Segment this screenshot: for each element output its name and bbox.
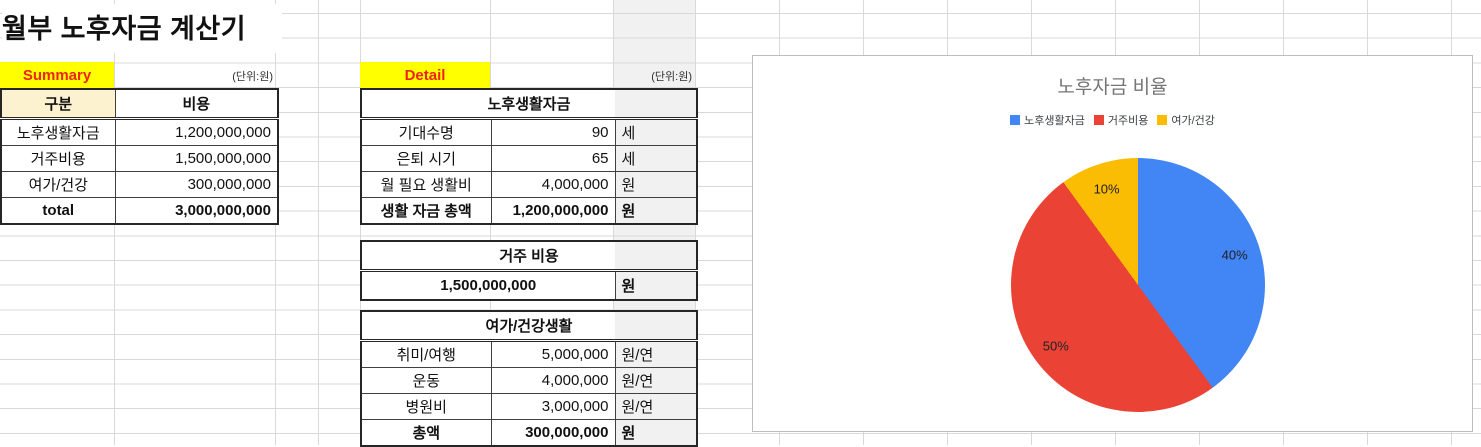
table-row: 월 필요 생활비 4,000,000 원	[360, 171, 698, 198]
table-row: 취미/여행 5,000,000 원/연	[360, 340, 698, 368]
table-row: 거주비용 1,500,000,000	[0, 145, 279, 172]
detail-cell-unit[interactable]: 원/연	[614, 367, 698, 394]
legend-item[interactable]: 여가/건강	[1157, 112, 1215, 128]
table-row: 운동 4,000,000 원/연	[360, 367, 698, 394]
table-row: 노후생활자금	[360, 88, 698, 120]
pie-chart[interactable]	[1011, 158, 1265, 412]
detail-cell-unit[interactable]: 원	[614, 197, 698, 225]
detail-cell-value[interactable]: 4,000,000	[490, 171, 616, 198]
detail-cell-value[interactable]: 65	[490, 145, 616, 172]
legend-label: 노후생활자금	[1024, 115, 1085, 127]
detail-cell-label[interactable]: 기대수명	[360, 118, 492, 146]
summary-cell-value[interactable]: 1,500,000,000	[114, 145, 279, 172]
detail-cell-unit[interactable]: 원/연	[614, 393, 698, 420]
table-row: 은퇴 시기 65 세	[360, 145, 698, 172]
detail-leisure-table: 여가/건강생활 취미/여행 5,000,000 원/연 운동 4,000,000…	[360, 310, 698, 447]
detail-unit-note: (단위:원)	[651, 71, 692, 83]
table-row: 여가/건강 300,000,000	[0, 171, 279, 198]
legend-swatch-blue	[1010, 115, 1021, 125]
detail-cell-label[interactable]: 취미/여행	[360, 340, 492, 368]
table-row: 노후생활자금 1,200,000,000	[0, 118, 279, 146]
detail-cell-total-value[interactable]: 1,200,000,000	[490, 197, 616, 225]
summary-table: 구분 비용 노후생활자금 1,200,000,000 거주비용 1,500,00…	[0, 88, 279, 225]
summary-cell-value[interactable]: 300,000,000	[114, 171, 279, 198]
page-title: 월부 노후자금 계산기	[2, 4, 283, 53]
detail-cell-label[interactable]: 병원비	[360, 393, 492, 420]
legend-swatch-yellow	[1157, 115, 1168, 125]
summary-cell-label[interactable]: 거주비용	[0, 145, 116, 172]
pie-chart-panel[interactable]: 노후자금 비율 노후생활자금 거주비용 여가/건강 40% 50% 10%	[752, 55, 1473, 432]
detail-leisure-title[interactable]: 여가/건강생활	[360, 310, 698, 342]
summary-cell-label[interactable]: 여가/건강	[0, 171, 116, 198]
pie-percent-label: 40%	[1221, 247, 1248, 263]
detail-cell-unit[interactable]: 세	[614, 145, 698, 172]
detail-cell-value[interactable]: 4,000,000	[490, 367, 616, 394]
detail-cell-label[interactable]: 월 필요 생활비	[360, 171, 492, 198]
detail-cell-value[interactable]: 3,000,000	[490, 393, 616, 420]
summary-header-category[interactable]: 구분	[0, 88, 116, 120]
legend-swatch-red	[1093, 115, 1104, 125]
table-row: 여가/건강생활	[360, 310, 698, 342]
vertical-gridline	[318, 0, 319, 445]
legend-label: 여가/건강	[1171, 115, 1215, 127]
legend-item[interactable]: 거주비용	[1093, 112, 1149, 128]
pie-percent-label: 10%	[1093, 181, 1120, 197]
detail-cell-unit[interactable]: 원	[614, 171, 698, 198]
detail-cell-value[interactable]: 5,000,000	[490, 340, 616, 368]
detail-housing-unit[interactable]: 원	[614, 270, 698, 301]
detail-life-table: 노후생활자금 기대수명 90 세 은퇴 시기 65 세 월 필요 생활비 4,0…	[360, 88, 699, 225]
detail-cell-label[interactable]: 운동	[360, 367, 492, 394]
detail-life-title[interactable]: 노후생활자금	[360, 88, 698, 120]
table-row: 구분 비용	[0, 88, 279, 120]
summary-cell-total-value[interactable]: 3,000,000,000	[114, 197, 279, 225]
legend-item[interactable]: 노후생활자금	[1010, 112, 1085, 128]
detail-cell-value[interactable]: 90	[490, 118, 616, 146]
detail-cell-unit[interactable]: 세	[614, 118, 698, 146]
detail-cell-total-label[interactable]: 총액	[360, 419, 492, 447]
legend-label: 거주비용	[1107, 115, 1149, 127]
detail-cell-unit[interactable]: 원	[614, 419, 698, 447]
detail-housing-value[interactable]: 1,500,000,000	[360, 270, 616, 301]
summary-header-cost[interactable]: 비용	[114, 88, 279, 120]
table-row: total 3,000,000,000	[0, 197, 279, 225]
detail-cell-total-value[interactable]: 300,000,000	[490, 419, 616, 447]
summary-cell-label[interactable]: 노후생활자금	[0, 118, 116, 146]
summary-tag[interactable]: Summary	[0, 62, 114, 88]
chart-legend: 노후생활자금 거주비용 여가/건강	[753, 112, 1472, 128]
detail-tag[interactable]: Detail	[360, 62, 490, 88]
table-row: 거주 비용	[360, 240, 698, 272]
summary-unit-note: (단위:원)	[232, 71, 273, 83]
summary-cell-total-label[interactable]: total	[0, 197, 116, 225]
chart-title: 노후자금 비율	[1057, 77, 1168, 98]
table-row: 생활 자금 총액 1,200,000,000 원	[360, 197, 698, 225]
table-row: 기대수명 90 세	[360, 118, 698, 146]
summary-cell-value[interactable]: 1,200,000,000	[114, 118, 279, 146]
detail-cell-unit[interactable]: 원/연	[614, 340, 698, 368]
table-row: 1,500,000,000 원	[360, 270, 698, 301]
table-row: 총액 300,000,000 원	[360, 419, 698, 447]
detail-cell-label[interactable]: 은퇴 시기	[360, 145, 492, 172]
detail-housing-table: 거주 비용 1,500,000,000 원	[360, 240, 699, 301]
detail-cell-total-label[interactable]: 생활 자금 총액	[360, 197, 492, 225]
detail-housing-title[interactable]: 거주 비용	[360, 240, 698, 272]
pie-percent-label: 50%	[1042, 338, 1069, 354]
table-row: 병원비 3,000,000 원/연	[360, 393, 698, 420]
